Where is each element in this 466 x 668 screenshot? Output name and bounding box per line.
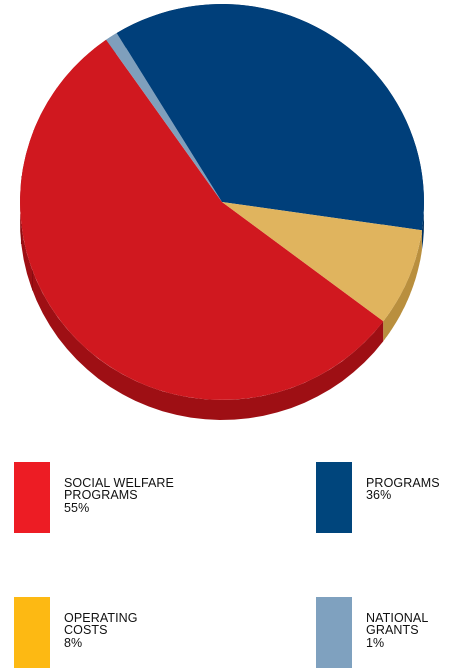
legend-label-operating-costs: OPERATING COSTS (64, 610, 138, 637)
pie-chart (20, 4, 425, 421)
legend-item-programs: PROGRAMS 36% (316, 462, 440, 533)
pie-slice-operating-costs (222, 202, 422, 322)
legend-swatch-national-grants (316, 597, 352, 668)
legend-swatch-programs (316, 462, 352, 533)
legend-item-national-grants: NATIONAL GRANTS 1% (316, 597, 428, 668)
legend-swatch-social-welfare-programs (14, 462, 50, 533)
legend-label-programs: PROGRAMS (366, 475, 440, 490)
legend-value-social-welfare-programs: 55% (64, 500, 90, 515)
legend-label-national-grants: NATIONAL GRANTS (366, 610, 429, 637)
pie-slice-national-grants (106, 33, 222, 202)
pie-slice-programs (116, 4, 424, 231)
pie-slice-social-welfare-programs (20, 39, 384, 400)
pie-side-2 (383, 230, 422, 342)
legend-label-social-welfare-programs: SOCIAL WELFARE PROGRAMS (64, 475, 174, 502)
legend-swatch-operating-costs (14, 597, 50, 668)
legend-item-operating-costs: OPERATING COSTS 8% (14, 597, 138, 668)
legend-value-programs: 36% (366, 488, 392, 502)
legend-item-social-welfare-programs: SOCIAL WELFARE PROGRAMS 55% (14, 462, 174, 533)
legend-value-national-grants: 1% (366, 635, 385, 650)
legend-value-operating-costs: 8% (64, 635, 83, 650)
